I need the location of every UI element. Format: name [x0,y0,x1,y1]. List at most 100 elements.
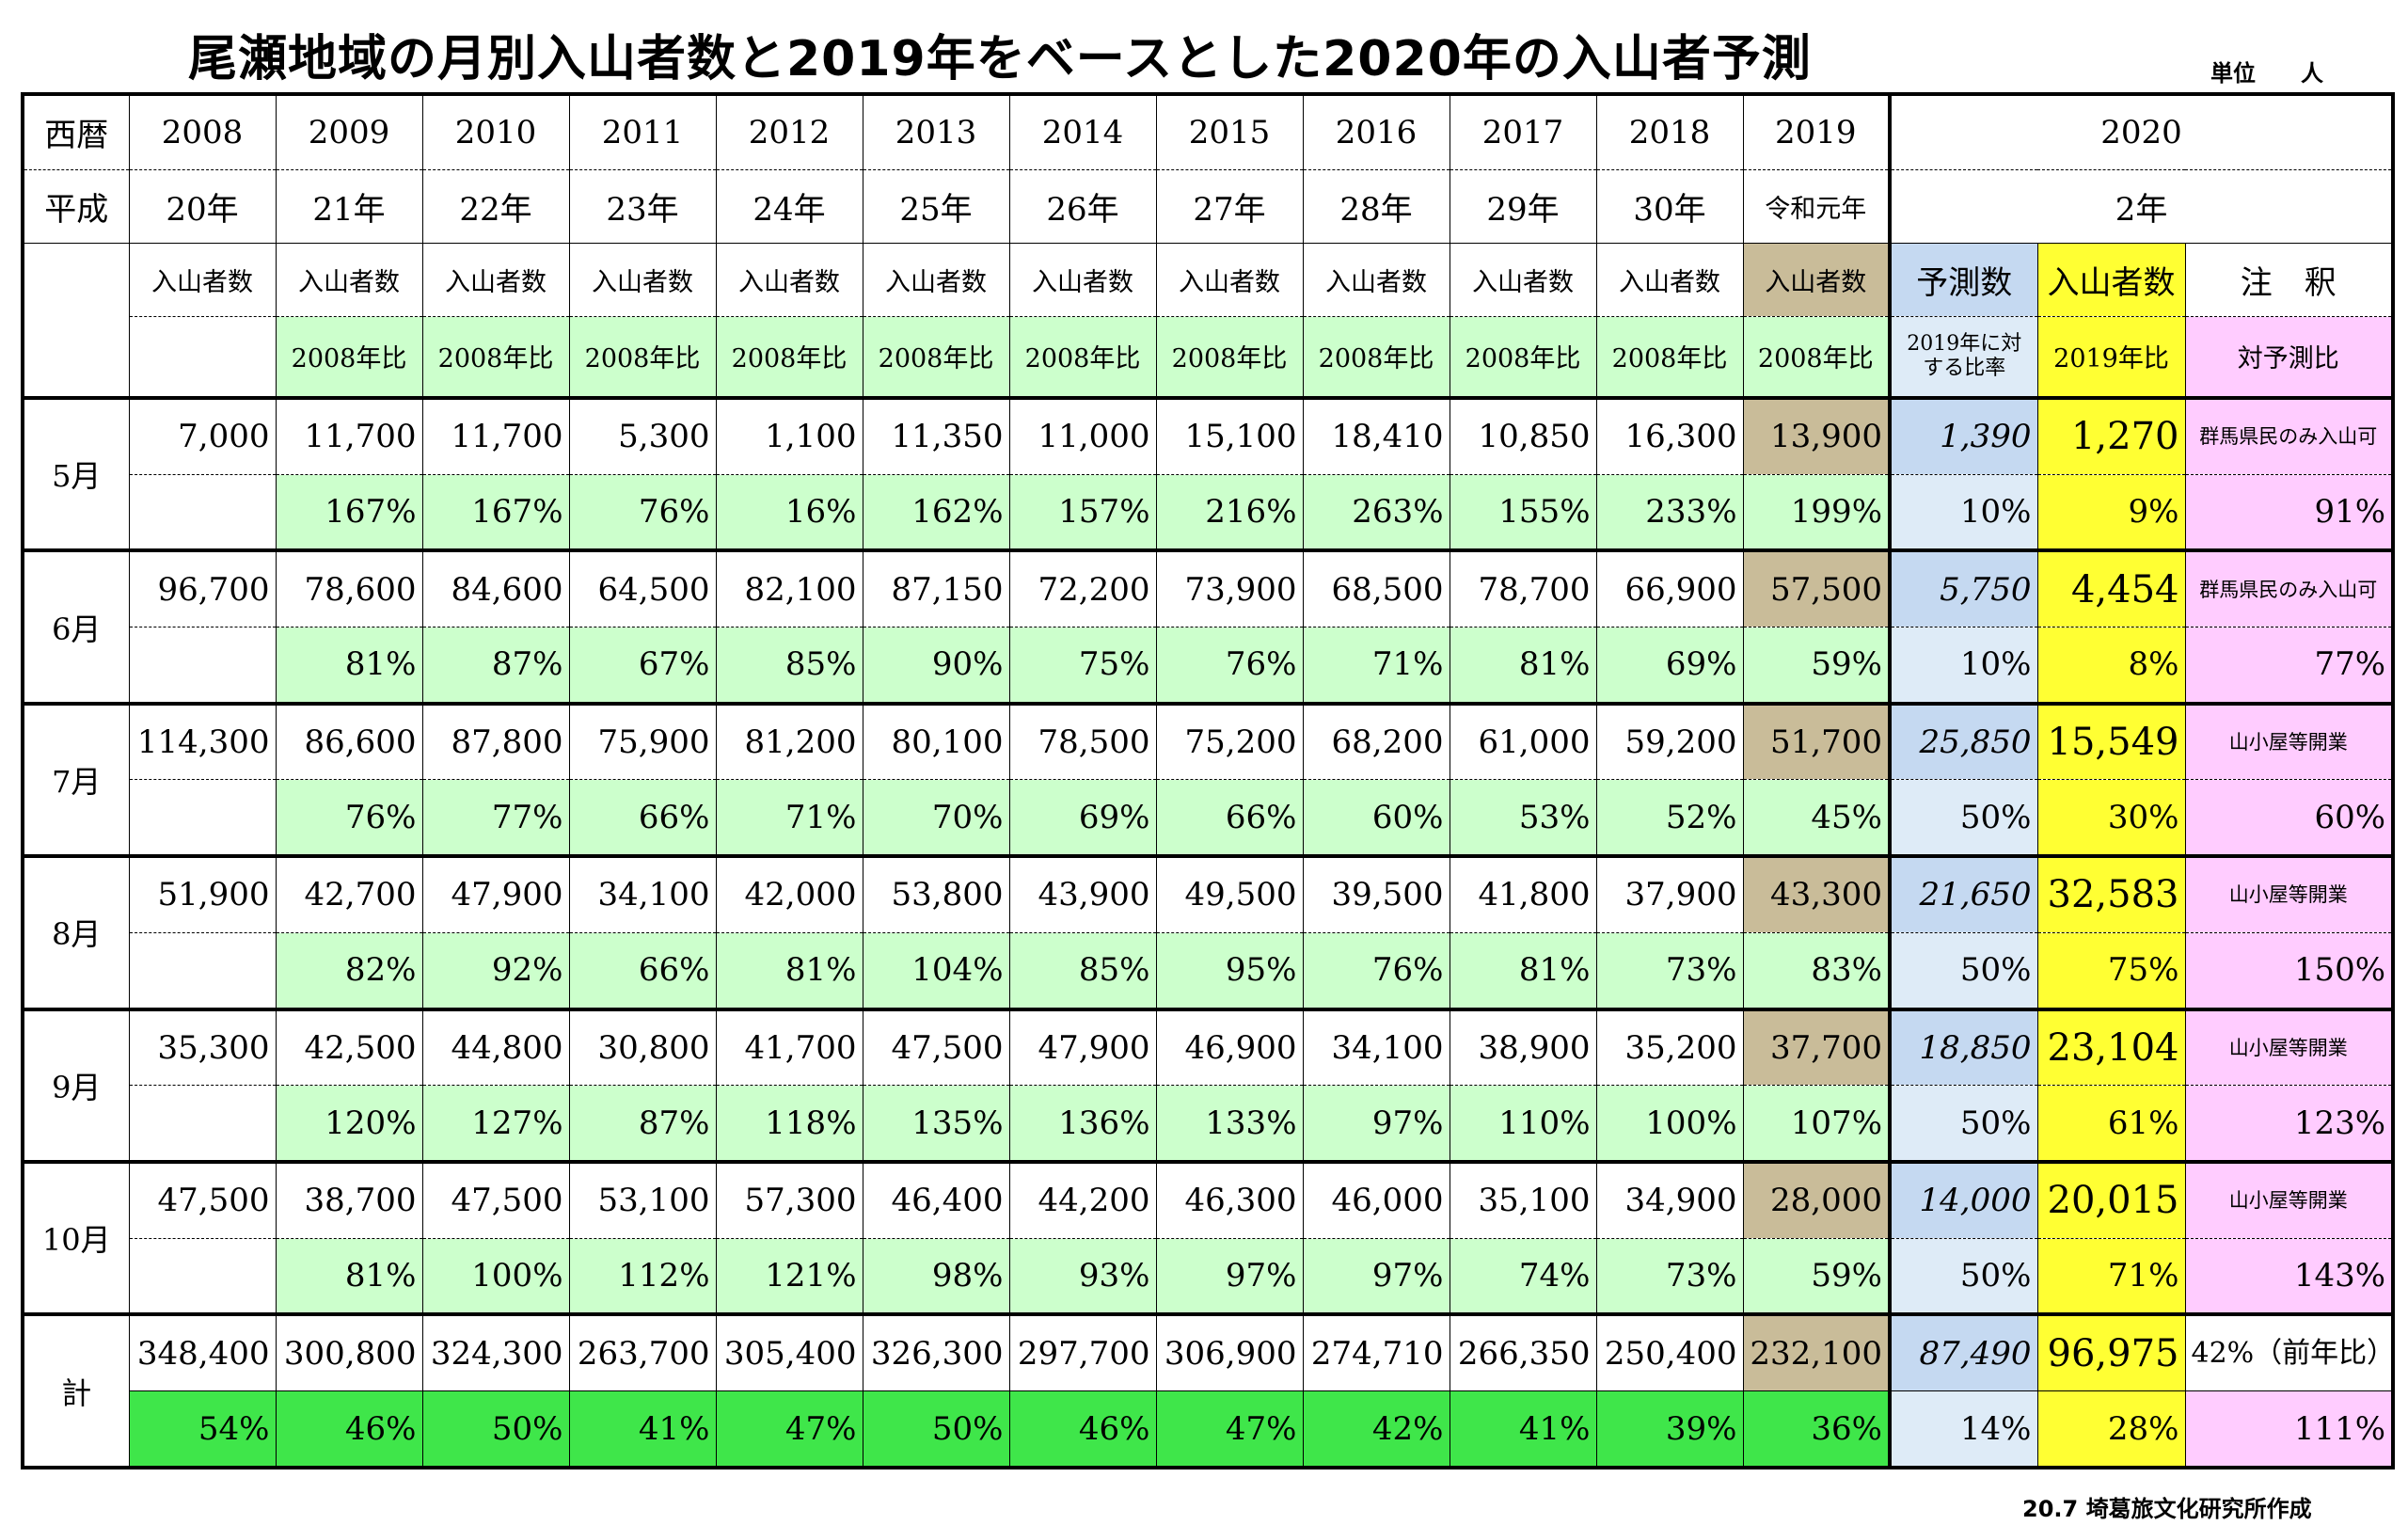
visitor-count: 10,850 [1449,395,1597,475]
ratio-value: 97% [1155,1237,1304,1315]
ratio-blank [128,627,277,705]
header-year-2020: 2020 [1887,93,2394,170]
visitor-count: 41,800 [1449,854,1597,933]
note-text: 山小屋等開業 [2184,701,2394,781]
total-count: 305,400 [715,1312,863,1392]
note-text: 群馬県民のみ入山可 [2184,395,2394,475]
header-heisei-year: 30年 [1595,168,1744,245]
header-ratio-label: 2008年比 [715,316,863,399]
ratio-value: 157% [1008,473,1157,551]
visitor-count: 46,900 [1155,1007,1304,1087]
note-ratio: 150% [2184,931,2394,1010]
ratio-value: 81% [1449,931,1597,1010]
actual-count: 32,583 [2036,854,2186,933]
header-ratio-label: 2008年比 [568,316,717,399]
header-year: 2016 [1302,93,1450,170]
visitor-count: 38,700 [275,1159,423,1239]
visitor-count: 42,000 [715,854,863,933]
total-count: 263,700 [568,1312,717,1392]
total-ratio: 41% [568,1390,717,1469]
ratio-value: 87% [568,1085,717,1163]
month-label: 5月 [22,395,130,551]
visitor-count: 57,500 [1742,548,1891,628]
visitor-count: 61,000 [1449,701,1597,781]
ratio-value: 69% [1008,779,1157,857]
table-row: 54% 46% 50% 41% 47% 50% 46% 47% 42% 41% 39% 36% 14% 2… [23,1390,2394,1469]
header-visitors-label: 入山者数 [275,242,423,318]
visitor-count: 41,700 [715,1007,863,1087]
forecast-ratio: 50% [1888,1237,2038,1315]
table-row: 5月 7,000 11,700 11,700 5,300 1,100 11,350 11,00… [22,395,2394,551]
visitor-count: 86,600 [275,701,423,781]
header-ratio-label: 2008年比 [1449,316,1597,399]
total-count: 297,700 [1008,1312,1157,1392]
ratio-value: 83% [1742,931,1891,1010]
header-heisei-label: 平成 [22,168,130,245]
ratio-value: 70% [862,779,1010,857]
ratio-value: 59% [1742,627,1891,705]
table-row: 8月 51,900 42,700 47,900 34,100 42,000 53,800 43… [22,854,2394,1010]
visitor-count: 34,100 [568,854,717,933]
note-ratio: 77% [2184,627,2394,705]
total-forecast-ratio: 14% [1888,1390,2038,1469]
forecast-count: 21,650 [1888,854,2038,933]
actual-ratio: 8% [2036,627,2186,705]
table-row: 西暦 2008 2009 2010 2011 2012 2013 2014 2015 2016 20… [22,93,2394,170]
forecast-count: 18,850 [1888,1007,2038,1087]
visitor-count: 51,700 [1742,701,1891,781]
ratio-value: 92% [421,931,570,1010]
ratio-value: 76% [568,473,717,551]
visitor-count: 11,700 [421,395,570,475]
ratio-value: 216% [1155,473,1304,551]
ratio-value: 85% [715,627,863,705]
forecast-ratio: 50% [1888,1085,2038,1163]
ratio-value: 52% [1595,779,1744,857]
actual-ratio: 75% [2036,931,2186,1010]
header-ratio-label: 2008年比 [1595,316,1744,399]
ratio-value: 16% [715,473,863,551]
header-year: 2012 [715,93,863,170]
ratio-value: 112% [568,1237,717,1315]
forecast-ratio: 50% [1888,779,2038,857]
table-row: 76% 77% 66% 71% 70% 69% 66% 60% 53% 52% 45% 50% 30% 6… [23,779,2394,857]
note-ratio: 143% [2184,1237,2394,1315]
ratio-value: 118% [715,1085,863,1163]
actual-count: 15,549 [2036,701,2186,781]
header-year: 2009 [275,93,423,170]
actual-ratio: 9% [2036,473,2186,551]
visitor-table: 西暦 2008 2009 2010 2011 2012 2013 2014 2015 2016 20… [21,92,2396,1469]
header-ratio-label: 2008年比 [1302,316,1450,399]
ratio-value: 71% [1302,627,1450,705]
ratio-value: 93% [1008,1237,1157,1315]
visitor-count: 47,900 [1008,1007,1157,1087]
header-note-label: 注 釈 [2184,242,2394,318]
header-heisei-year: 26年 [1008,168,1157,245]
header-heisei-year: 令和元年 [1742,168,1891,245]
actual-ratio: 30% [2036,779,2186,857]
header-visitors-label: 入山者数 [715,242,863,318]
ratio-value: 81% [275,627,423,705]
visitor-count: 43,900 [1008,854,1157,933]
total-count: 250,400 [1595,1312,1744,1392]
total-ratio: 47% [1155,1390,1304,1469]
total-actual: 96,975 [2036,1312,2186,1392]
total-count: 266,350 [1449,1312,1597,1392]
header-visitors-label: 入山者数 [421,242,570,318]
actual-count: 1,270 [2036,395,2186,475]
ratio-value: 97% [1302,1085,1450,1163]
ratio-value: 81% [275,1237,423,1315]
note-text: 群馬県民のみ入山可 [2184,548,2394,628]
ratio-value: 45% [1742,779,1891,857]
total-count: 274,710 [1302,1312,1450,1392]
ratio-value: 162% [862,473,1010,551]
ratio-value: 59% [1742,1237,1891,1315]
visitor-count: 59,200 [1595,701,1744,781]
header-actual-label: 入山者数 [2036,242,2186,318]
total-ratio: 42% [1302,1390,1450,1469]
ratio-value: 100% [1595,1085,1744,1163]
header-year: 2013 [862,93,1010,170]
visitor-count: 34,900 [1595,1159,1744,1239]
ratio-value: 121% [715,1237,863,1315]
ratio-value: 69% [1595,627,1744,705]
visitor-count: 35,100 [1449,1159,1597,1239]
